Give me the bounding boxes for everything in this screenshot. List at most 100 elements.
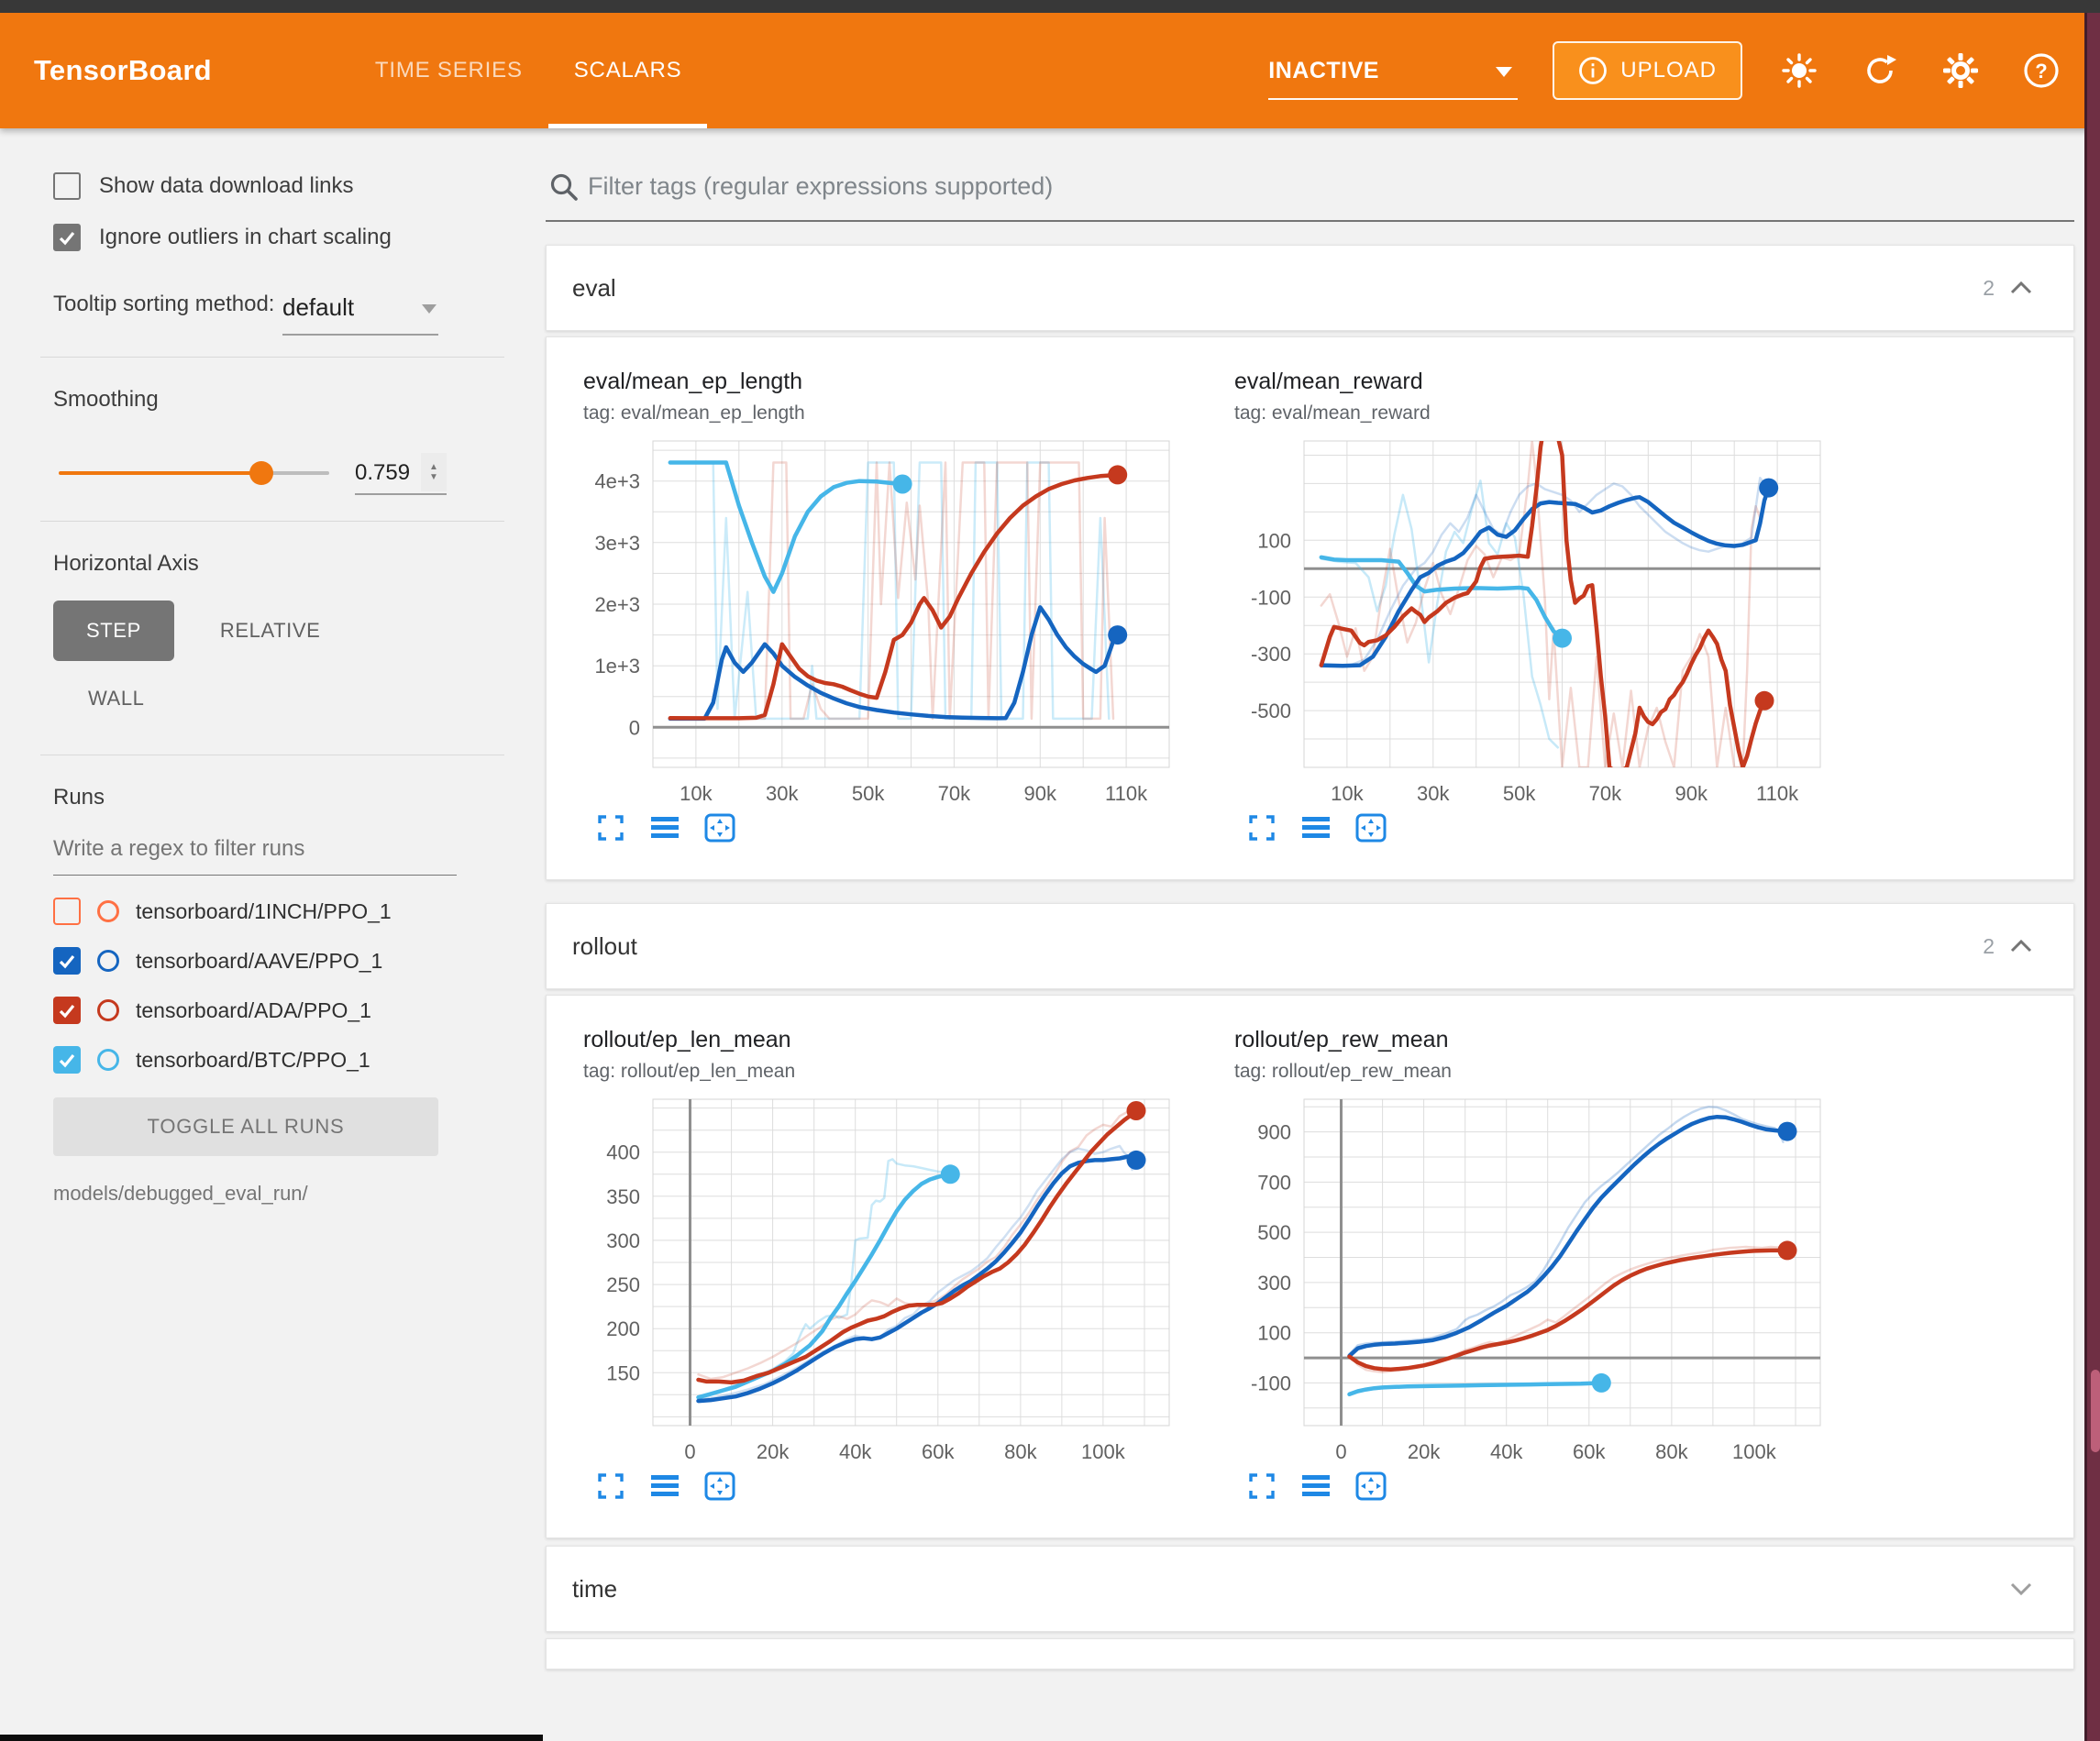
svg-text:50k: 50k (1503, 782, 1536, 805)
svg-text:100k: 100k (1081, 1440, 1126, 1463)
fullscreen-icon[interactable] (596, 813, 625, 843)
run-color-circle-icon (97, 900, 119, 922)
show-download-links-checkbox[interactable] (53, 172, 81, 200)
ignore-outliers-checkbox[interactable] (53, 224, 81, 251)
chart-rollout-ep-len-mean: rollout/ep_len_mean tag: rollout/ep_len_… (583, 1027, 1234, 1501)
svg-text:-100: -100 (1251, 586, 1291, 609)
window-scrollbar-thumb[interactable] (2091, 1370, 2100, 1452)
svg-text:-100: -100 (1251, 1372, 1291, 1394)
search-icon (550, 173, 578, 201)
fit-to-data-icon[interactable] (1355, 1471, 1387, 1501)
dashboard-main: eval 2 eval/mean_ep_length tag: eval/mea… (546, 128, 2074, 1669)
check-icon (59, 231, 75, 246)
divider (40, 521, 504, 522)
chart-eval-mean-ep-length: eval/mean_ep_length tag: eval/mean_ep_le… (583, 369, 1234, 843)
svg-text:110k: 110k (1105, 782, 1148, 805)
run-checkbox[interactable] (53, 898, 81, 925)
number-stepper[interactable]: ▲ ▼ (421, 453, 447, 491)
run-color-circle-icon (97, 1049, 119, 1071)
svg-text:-500: -500 (1251, 700, 1291, 722)
checkbox-label: Show data download links (99, 173, 354, 198)
info-icon (1579, 57, 1608, 84)
run-checkbox[interactable] (53, 947, 81, 975)
scalar-line-chart[interactable]: 10k 30k 50k 70k 90k 110k 0 1e+3 2e+3 3e+3 4e+3 (583, 434, 1175, 810)
tag-filter-input[interactable] (588, 165, 2055, 201)
data-table-icon[interactable] (649, 1471, 680, 1501)
settings-gear-icon[interactable] (1940, 50, 1981, 91)
svg-text:200: 200 (606, 1317, 640, 1340)
run-row-1inch: tensorboard/1INCH/PPO_1 (53, 898, 523, 925)
smoothing-value-field: ▲▼ (355, 453, 447, 495)
fit-to-data-icon[interactable] (1355, 813, 1387, 843)
axis-option-step[interactable]: STEP (53, 601, 174, 661)
settings-sidebar: Show data download links Ignore outliers… (0, 128, 523, 1206)
upload-button[interactable]: UPLOAD (1553, 41, 1742, 100)
section-charts-rollout: rollout/ep_len_mean tag: rollout/ep_len_… (546, 995, 2074, 1538)
data-table-icon[interactable] (1300, 813, 1332, 843)
tab-scalars[interactable]: SCALARS (547, 13, 708, 128)
smoothing-value-input[interactable] (355, 460, 415, 486)
help-icon[interactable]: ? (2021, 50, 2061, 91)
svg-text:40k: 40k (839, 1440, 872, 1463)
svg-text:700: 700 (1257, 1171, 1291, 1194)
svg-text:350: 350 (606, 1185, 640, 1208)
run-filter-input[interactable] (53, 836, 457, 876)
section-count-badge: 2 (1983, 275, 1995, 300)
scalar-line-chart[interactable]: 10k 30k 50k 70k 90k 110k 100 -100 -300 -500 (1234, 434, 1826, 810)
scalar-line-chart[interactable]: 0 20k 40k 60k 80k 100k -100 100 300 500 700 900 (1234, 1092, 1826, 1468)
axis-option-wall[interactable]: WALL (88, 687, 145, 710)
fit-to-data-icon[interactable] (704, 1471, 735, 1501)
svg-text:150: 150 (606, 1361, 640, 1384)
section-header-rollout[interactable]: rollout 2 (546, 903, 2074, 989)
svg-text:90k: 90k (1675, 782, 1708, 805)
app-header: TensorBoard TIME SERIES SCALARS INACTIVE… (0, 13, 2100, 128)
chevron-up-icon[interactable] (2009, 280, 2033, 296)
tab-time-series[interactable]: TIME SERIES (374, 58, 523, 83)
svg-text:100k: 100k (1732, 1440, 1777, 1463)
svg-text:-300: -300 (1251, 643, 1291, 666)
window-right-strip (2084, 13, 2100, 1741)
svg-text:40k: 40k (1490, 1440, 1523, 1463)
smoothing-slider[interactable] (59, 461, 329, 485)
svg-text:80k: 80k (1004, 1440, 1037, 1463)
svg-text:50k: 50k (852, 782, 885, 805)
svg-text:20k: 20k (1408, 1440, 1441, 1463)
svg-text:60k: 60k (922, 1440, 955, 1463)
runs-label: Runs (53, 785, 105, 810)
section-header-time[interactable]: time (546, 1546, 2074, 1632)
fullscreen-icon[interactable] (596, 1471, 625, 1501)
chevron-down-icon[interactable] (2009, 1581, 2033, 1597)
section-name: time (572, 1574, 618, 1603)
section-header-eval[interactable]: eval 2 (546, 245, 2074, 331)
data-table-icon[interactable] (649, 813, 680, 843)
svg-text:4e+3: 4e+3 (594, 470, 640, 493)
chart-title: rollout/ep_rew_mean (1234, 1027, 1449, 1052)
svg-text:80k: 80k (1655, 1440, 1688, 1463)
run-checkbox[interactable] (53, 1046, 81, 1074)
tooltip-sorting-select[interactable]: default (282, 293, 438, 336)
svg-text:90k: 90k (1024, 782, 1057, 805)
status-dropdown[interactable]: INACTIVE (1268, 58, 1519, 100)
refresh-icon[interactable] (1860, 50, 1900, 91)
run-row-ada: tensorboard/ADA/PPO_1 (53, 997, 523, 1024)
svg-text:900: 900 (1257, 1121, 1291, 1144)
data-table-icon[interactable] (1300, 1471, 1332, 1501)
run-label: tensorboard/ADA/PPO_1 (136, 997, 371, 1022)
scalar-line-chart[interactable]: 0 20k 40k 60k 80k 100k 150 200 250 300 350 400 (583, 1092, 1175, 1468)
run-checkbox[interactable] (53, 997, 81, 1024)
fullscreen-icon[interactable] (1247, 1471, 1277, 1501)
chart-eval-mean-reward: eval/mean_reward tag: eval/mean_reward 1… (1234, 369, 1885, 843)
window-top-strip (0, 0, 2100, 13)
chevron-down-icon (422, 304, 437, 314)
axis-option-relative[interactable]: RELATIVE (219, 619, 321, 642)
slider-thumb[interactable] (249, 461, 273, 485)
fullscreen-icon[interactable] (1247, 813, 1277, 843)
svg-text:2e+3: 2e+3 (594, 593, 640, 616)
fit-to-data-icon[interactable] (704, 813, 735, 843)
brightness-icon[interactable] (1779, 50, 1819, 91)
chart-rollout-ep-rew-mean: rollout/ep_rew_mean tag: rollout/ep_rew_… (1234, 1027, 1885, 1501)
svg-text:100: 100 (1257, 529, 1291, 552)
chevron-up-icon[interactable] (2009, 938, 2033, 954)
header-icon-bar: ? (1779, 50, 2061, 91)
toggle-all-runs-button[interactable]: TOGGLE ALL RUNS (53, 1097, 438, 1156)
